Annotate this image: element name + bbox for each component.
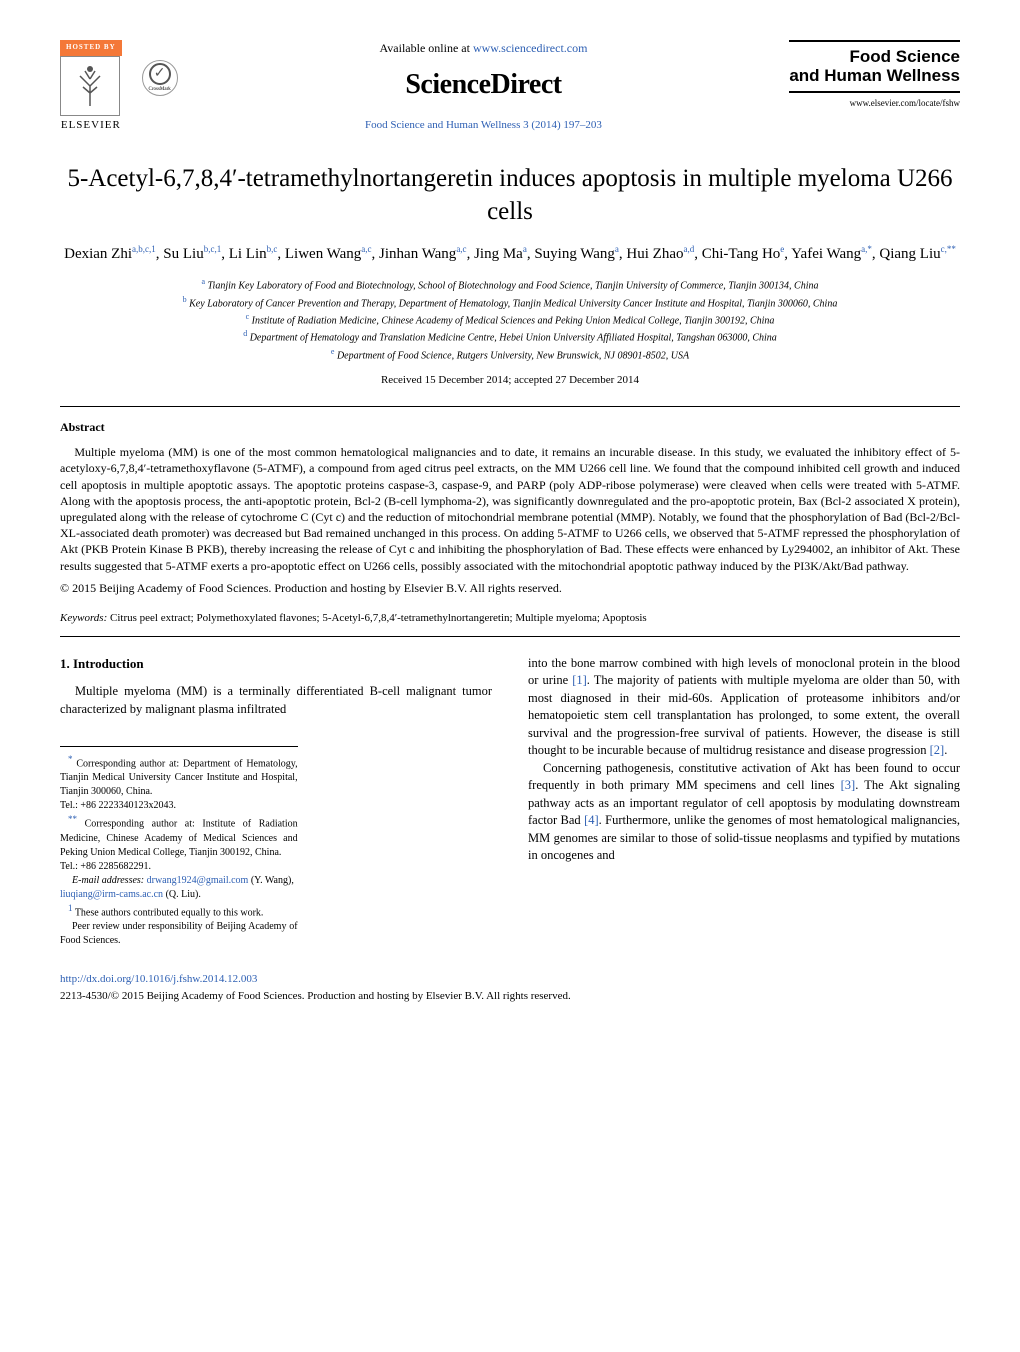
crossmark-badge[interactable]: ✓ CrossMark bbox=[142, 60, 178, 96]
email2-line: liuqiang@irm-cams.ac.cn (Q. Liu). bbox=[60, 888, 298, 902]
email-label: E-mail addresses: bbox=[72, 875, 144, 886]
journal-url[interactable]: www.elsevier.com/locate/fshw bbox=[789, 97, 960, 110]
header: HOSTED BY ELSEVIER ✓ CrossMark Available… bbox=[60, 40, 960, 133]
email2[interactable]: liuqiang@irm-cams.ac.cn bbox=[60, 889, 163, 900]
corr1: * Corresponding author at: Department of… bbox=[60, 753, 298, 799]
emails: E-mail addresses: drwang1924@gmail.com (… bbox=[60, 874, 298, 888]
sciencedirect-url[interactable]: www.sciencedirect.com bbox=[473, 41, 588, 55]
journal-citation[interactable]: Food Science and Human Wellness 3 (2014)… bbox=[198, 118, 770, 133]
abstract-body: Multiple myeloma (MM) is one of the most… bbox=[60, 444, 960, 574]
rule-top bbox=[60, 406, 960, 407]
elsevier-tree-icon bbox=[60, 56, 120, 116]
tel2: Tel.: +86 2285682291. bbox=[60, 860, 298, 874]
received-dates: Received 15 December 2014; accepted 27 D… bbox=[60, 373, 960, 388]
equal-contrib: 1 These authors contributed equally to t… bbox=[60, 902, 298, 920]
intro-right-p1: into the bone marrow combined with high … bbox=[528, 655, 960, 760]
journal-name: Food Science and Human Wellness bbox=[789, 40, 960, 93]
header-center: Available online at www.sciencedirect.co… bbox=[198, 40, 770, 133]
keywords: Keywords: Citrus peel extract; Polymetho… bbox=[60, 611, 960, 626]
corr2: ** Corresponding author at: Institute of… bbox=[60, 813, 298, 859]
abstract-text: Multiple myeloma (MM) is one of the most… bbox=[60, 444, 960, 574]
body-columns: 1. Introduction Multiple myeloma (MM) is… bbox=[60, 655, 960, 948]
affiliations: a Tianjin Key Laboratory of Food and Bio… bbox=[60, 276, 960, 363]
elsevier-block: HOSTED BY ELSEVIER bbox=[60, 40, 122, 133]
ref-3[interactable]: [3] bbox=[841, 778, 856, 792]
peer-review: Peer review under responsibility of Beij… bbox=[60, 920, 298, 948]
email1-who: (Y. Wang), bbox=[251, 875, 294, 886]
header-right: Food Science and Human Wellness www.else… bbox=[789, 40, 960, 110]
intro-heading: 1. Introduction bbox=[60, 655, 492, 673]
sciencedirect-logo: ScienceDirect bbox=[198, 65, 770, 104]
hosted-by-badge: HOSTED BY bbox=[60, 40, 122, 56]
footnotes: * Corresponding author at: Department of… bbox=[60, 746, 298, 948]
email1[interactable]: drwang1924@gmail.com bbox=[147, 875, 249, 886]
keywords-text: Citrus peel extract; Polymethoxylated fl… bbox=[110, 612, 647, 624]
keywords-label: Keywords: bbox=[60, 612, 107, 624]
tel1: Tel.: +86 2223340123x2043. bbox=[60, 799, 298, 813]
issn-copyright: 2213-4530/© 2015 Beijing Academy of Food… bbox=[60, 989, 960, 1004]
right-column: into the bone marrow combined with high … bbox=[528, 655, 960, 948]
crossmark-label: CrossMark bbox=[149, 86, 171, 93]
doi[interactable]: http://dx.doi.org/10.1016/j.fshw.2014.12… bbox=[60, 972, 960, 987]
available-text: Available online at bbox=[380, 41, 473, 55]
ref-4[interactable]: [4] bbox=[584, 813, 599, 827]
abstract-heading: Abstract bbox=[60, 419, 960, 436]
article-title: 5-Acetyl-6,7,8,4′-tetramethylnortangeret… bbox=[60, 163, 960, 228]
elsevier-text: ELSEVIER bbox=[60, 118, 122, 133]
rule-bottom bbox=[60, 636, 960, 637]
left-column: 1. Introduction Multiple myeloma (MM) is… bbox=[60, 655, 492, 948]
journal-name-line1: Food Science bbox=[849, 47, 960, 66]
intro-left-p1: Multiple myeloma (MM) is a terminally di… bbox=[60, 683, 492, 718]
authors: Dexian Zhia,b,c,1, Su Liub,c,1, Li Linb,… bbox=[60, 242, 960, 266]
available-online: Available online at www.sciencedirect.co… bbox=[198, 40, 770, 57]
ref-1[interactable]: [1] bbox=[572, 673, 587, 687]
abstract-copyright: © 2015 Beijing Academy of Food Sciences.… bbox=[60, 580, 960, 597]
journal-name-line2: and Human Wellness bbox=[789, 66, 960, 85]
email2-who: (Q. Liu). bbox=[166, 889, 201, 900]
crossmark-icon: ✓ bbox=[149, 63, 171, 85]
elsevier-logo: ELSEVIER bbox=[60, 56, 122, 133]
intro-right-p2: Concerning pathogenesis, constitutive ac… bbox=[528, 760, 960, 865]
ref-2[interactable]: [2] bbox=[930, 743, 945, 757]
